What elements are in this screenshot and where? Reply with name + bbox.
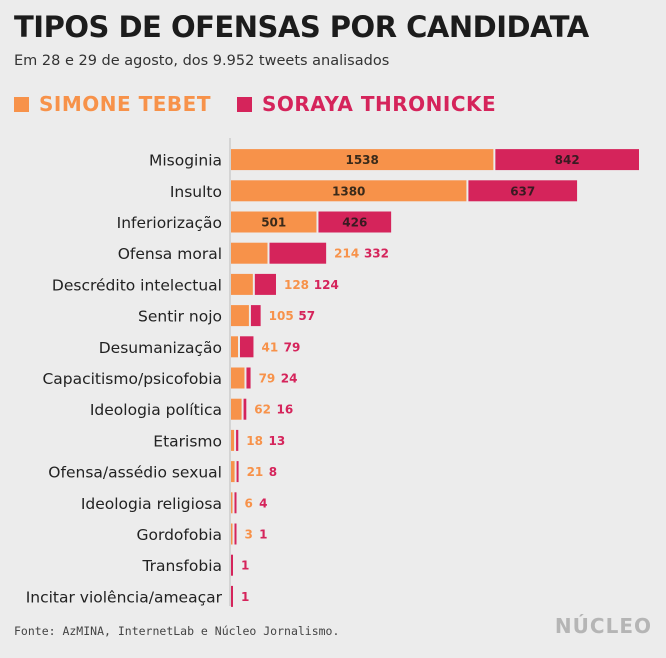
legend-item-simone: SIMONE TEBET — [14, 92, 211, 116]
value-label-simone: 128 — [284, 278, 309, 292]
value-label-soraya: 637 — [510, 184, 535, 198]
category-label: Misoginia — [149, 152, 222, 170]
legend-swatch-simone — [14, 96, 29, 112]
bar-soraya — [236, 429, 239, 451]
value-label-simone: 3 — [245, 528, 253, 542]
value-label-simone: 214 — [334, 247, 359, 261]
bar-soraya — [269, 242, 327, 264]
value-label-simone: 79 — [259, 372, 276, 386]
category-label: Etarismo — [153, 432, 222, 450]
category-label: Insulto — [170, 183, 222, 201]
legend: SIMONE TEBET SORAYA THRONICKE — [14, 92, 522, 116]
brand-logo: NÚCLEO — [554, 614, 652, 638]
bar-soraya — [495, 149, 639, 171]
category-label: Sentir nojo — [138, 308, 222, 326]
value-label-soraya: 1 — [259, 528, 267, 542]
bar-simone — [231, 211, 317, 233]
bar-simone — [231, 149, 494, 171]
category-label: Desumanização — [99, 339, 222, 357]
bar-simone — [231, 461, 235, 483]
bar-simone — [231, 523, 233, 545]
bar-soraya — [234, 492, 237, 514]
source-note: Fonte: AzMINA, InternetLab e Núcleo Jorn… — [14, 624, 340, 638]
bar-chart: Misoginia 1538 842 Insulto 1380 637 Inferioriz… — [26, 138, 639, 607]
legend-label-soraya: SORAYA THRONICKE — [261, 92, 497, 116]
bar-simone — [231, 242, 268, 264]
bar-soraya — [239, 336, 254, 358]
value-label-simone: 41 — [261, 340, 278, 354]
value-label-soraya: 16 — [277, 403, 294, 417]
chart-subtitle: Em 28 e 29 de agosto, dos 9.952 tweets a… — [14, 53, 390, 69]
value-label-soraya: 57 — [298, 309, 315, 323]
bar-simone — [231, 429, 235, 451]
category-label: Gordofobia — [137, 526, 223, 544]
category-label: Ideologia política — [90, 401, 222, 419]
value-label-soraya: 8 — [269, 465, 277, 479]
category-label: Ofensa moral — [118, 245, 222, 263]
category-label: Incitar violência/ameaçar — [26, 588, 223, 606]
category-label: Capacitismo/psicofobia — [42, 370, 222, 388]
value-label-simone: 501 — [261, 216, 286, 230]
bar-soraya — [468, 180, 578, 202]
bar-simone — [231, 273, 253, 295]
value-label-soraya: 332 — [364, 247, 389, 261]
value-label-simone: 1538 — [345, 153, 378, 167]
category-label: Ofensa/assédio sexual — [48, 464, 222, 482]
category-label: Inferiorização — [117, 214, 222, 232]
bar-simone — [231, 492, 233, 514]
bar-simone — [231, 367, 245, 389]
value-label-simone: 1380 — [332, 184, 365, 198]
value-label-simone: 18 — [246, 434, 263, 448]
category-label: Transfobia — [141, 557, 222, 575]
bar-simone — [231, 336, 238, 358]
value-label-soraya: 13 — [268, 434, 285, 448]
value-label-soraya: 124 — [314, 278, 339, 292]
bar-soraya — [231, 554, 233, 576]
bar-soraya — [243, 398, 247, 420]
bar-soraya — [250, 305, 261, 327]
value-label-simone: 62 — [254, 403, 271, 417]
bar-soraya — [318, 211, 392, 233]
value-label-soraya: 24 — [281, 372, 298, 386]
legend-item-soraya: SORAYA THRONICKE — [236, 92, 497, 116]
value-label-simone: 21 — [247, 465, 264, 479]
bar-soraya — [246, 367, 251, 389]
bar-soraya — [231, 585, 233, 607]
value-label-soraya: 426 — [342, 216, 367, 230]
bar-simone — [231, 180, 467, 202]
legend-label-simone: SIMONE TEBET — [39, 92, 211, 116]
value-label-soraya: 842 — [555, 153, 580, 167]
value-label-soraya: 4 — [259, 496, 267, 510]
category-label: Ideologia religiosa — [81, 495, 222, 513]
bar-simone — [231, 305, 249, 327]
bar-soraya — [234, 523, 237, 545]
value-label-soraya: 1 — [241, 559, 249, 573]
value-label-simone: 6 — [245, 496, 253, 510]
value-label-simone: 105 — [269, 309, 294, 323]
value-label-soraya: 1 — [241, 590, 249, 604]
category-label: Descrédito intelectual — [52, 276, 222, 294]
legend-swatch-soraya — [236, 96, 252, 112]
chart-title: TIPOS DE OFENSAS POR CANDIDATA — [14, 10, 589, 44]
bar-soraya — [254, 273, 276, 295]
bar-simone — [231, 398, 242, 420]
bar-soraya — [236, 461, 239, 483]
value-label-soraya: 79 — [284, 340, 301, 354]
